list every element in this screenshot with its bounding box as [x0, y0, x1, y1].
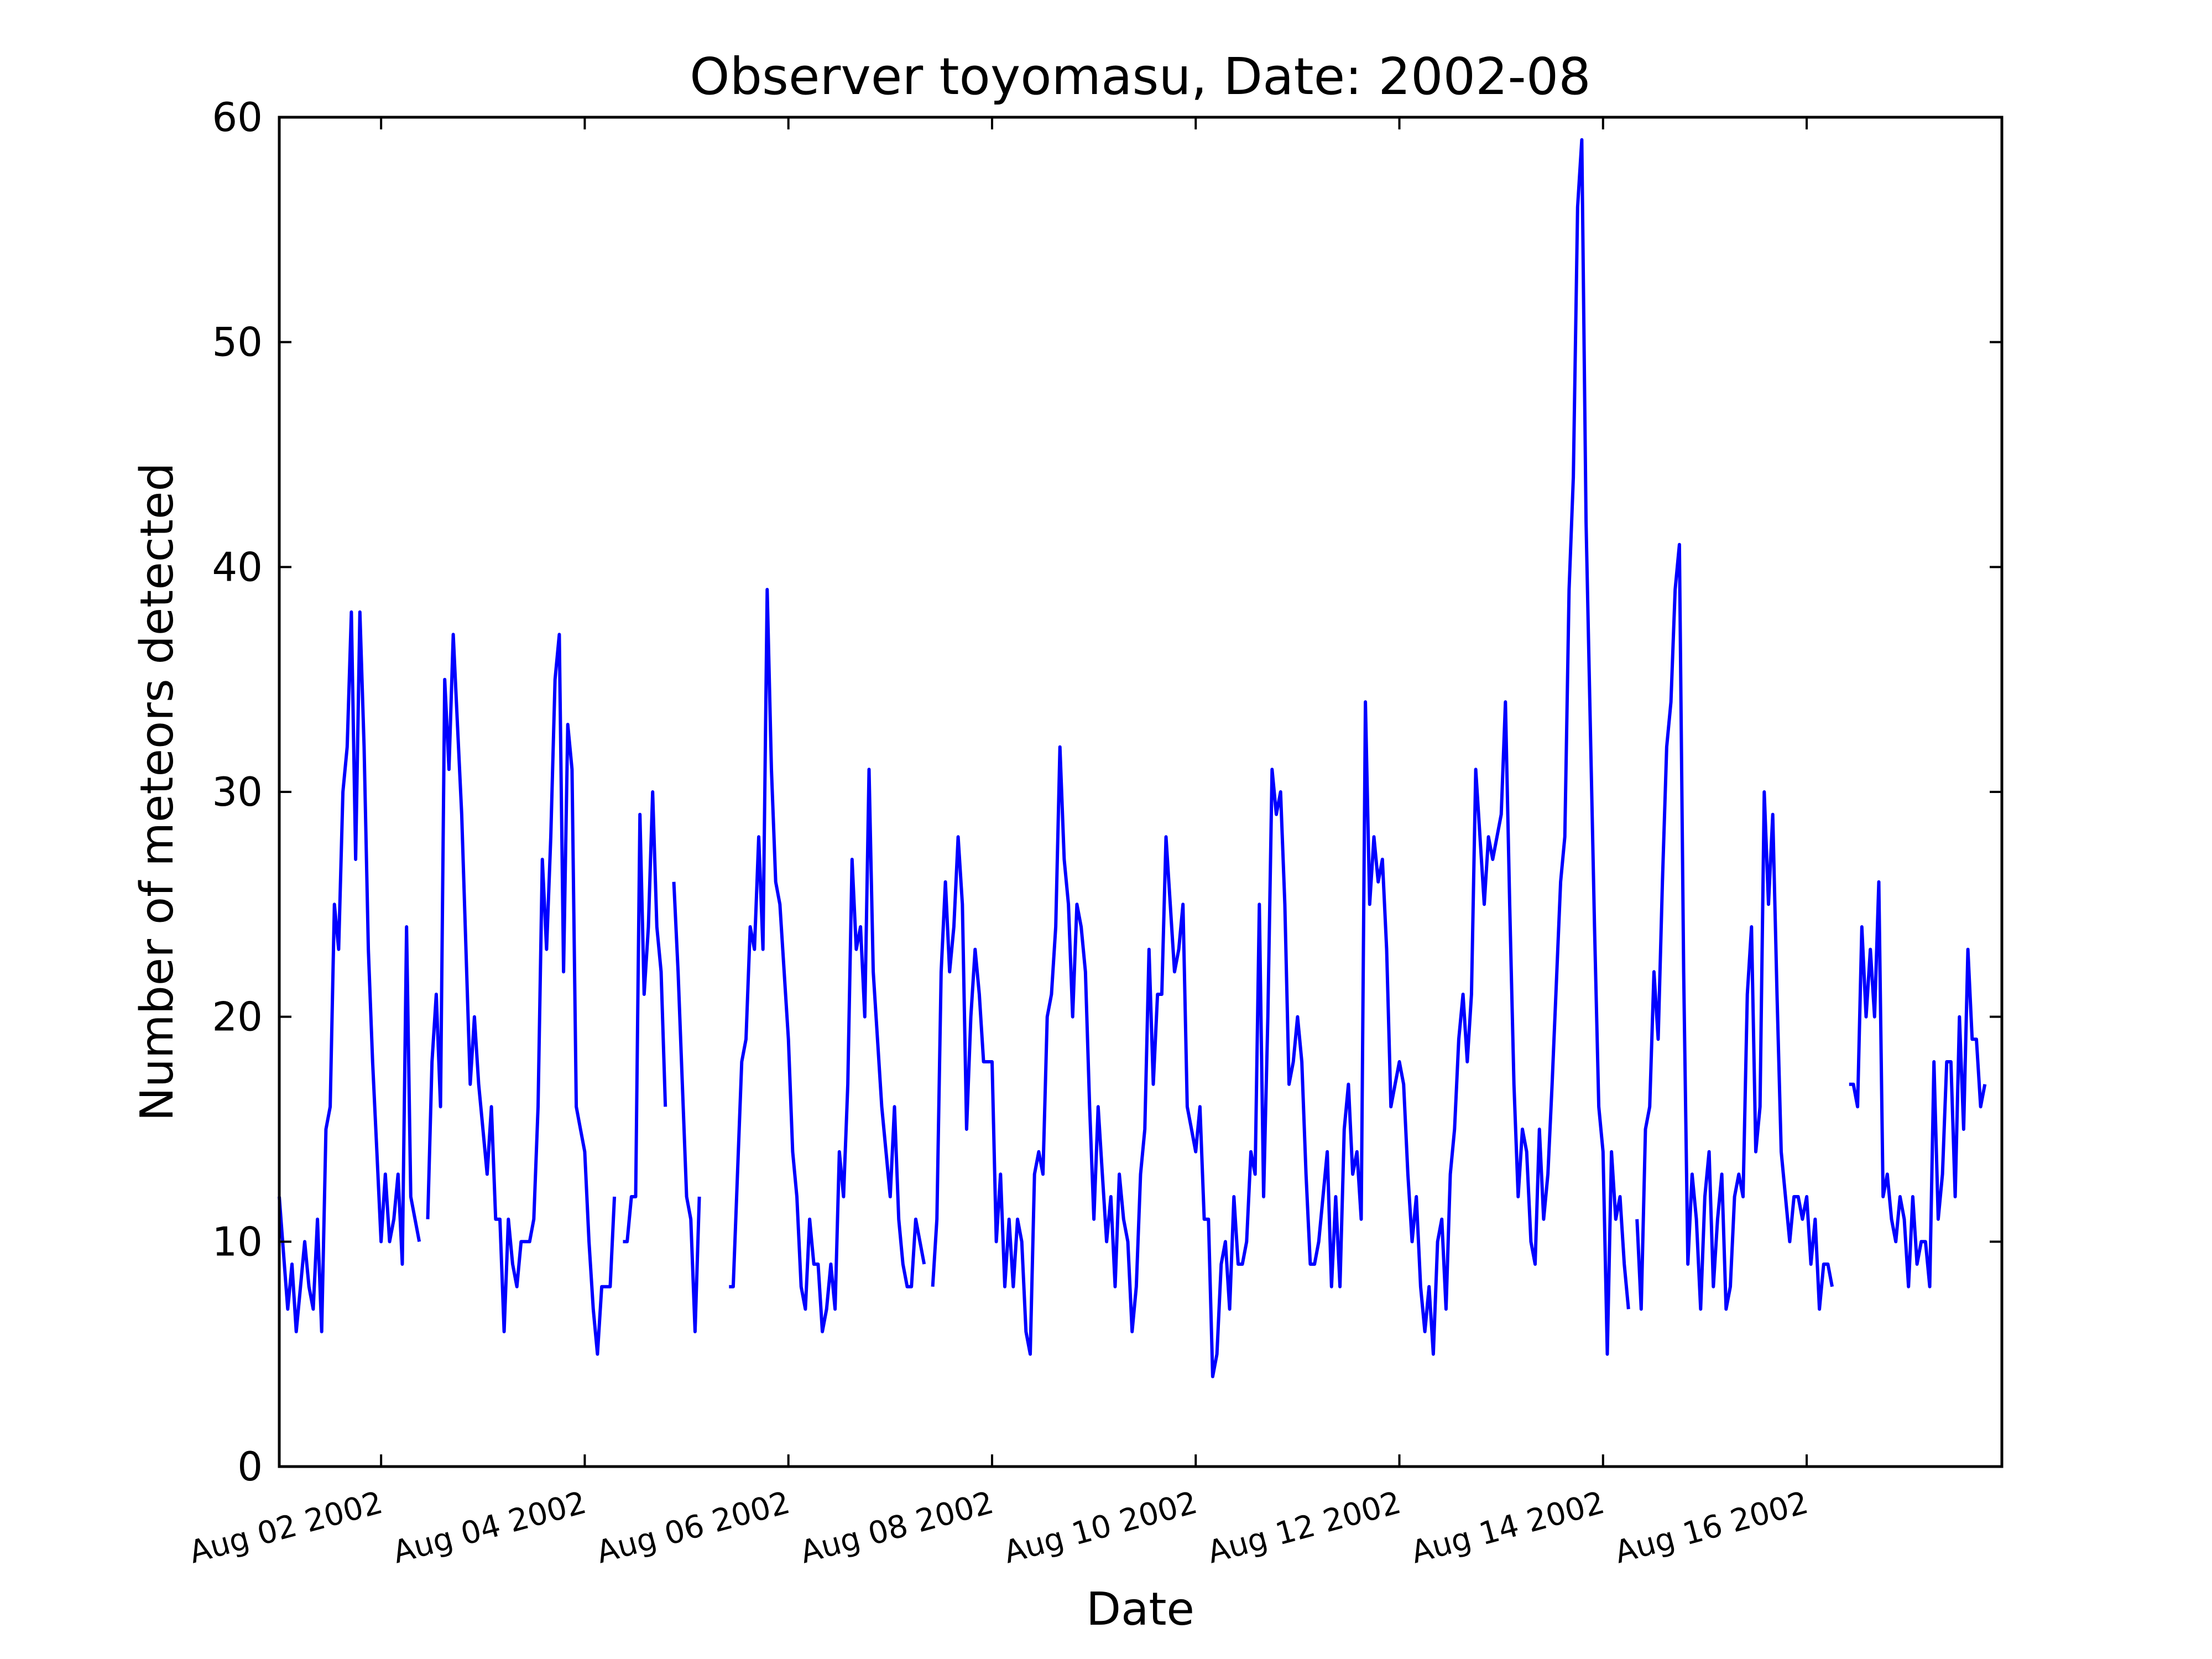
y-tick-label: 60 [212, 94, 263, 140]
y-tick-label: 20 [212, 994, 263, 1040]
y-tick-label: 0 [237, 1443, 263, 1490]
chart-title: Observer toyomasu, Date: 2002-08 [690, 47, 1591, 106]
y-tick-label: 10 [212, 1218, 263, 1265]
x-axis-label: Date [1086, 1583, 1194, 1636]
y-tick-label: 40 [212, 544, 263, 590]
series-line-1 [278, 138, 1987, 1379]
y-axis-label: Number of meteors detected [131, 462, 184, 1121]
y-tick-label: 30 [212, 769, 263, 815]
y-axis: 0 10 20 30 40 50 60 [212, 94, 2002, 1490]
y-tick-label: 50 [212, 319, 263, 366]
series-layer [278, 138, 1987, 1379]
